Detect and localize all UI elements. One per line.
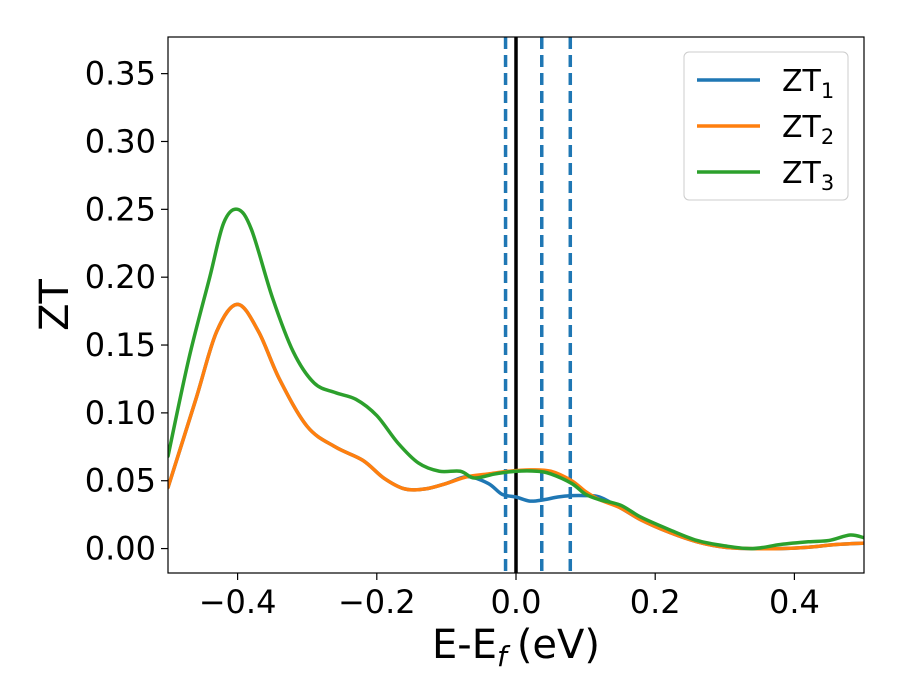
y-tick-label: 0.20 [85, 258, 156, 296]
x-axis-label: E-Ef (eV) [432, 622, 600, 673]
x-tick-label: 0.4 [769, 583, 820, 621]
y-axis-ticks: 0.00 0.05 0.10 0.15 0.20 0.25 0.30 0.35 [85, 55, 168, 568]
x-axis-label-unit: (eV) [517, 622, 600, 668]
x-axis-label-main: E-E [432, 622, 497, 668]
legend-label-zt1: ZT1 [782, 64, 834, 103]
reference-lines [503, 37, 573, 573]
x-tick-label: 0.0 [491, 583, 542, 621]
legend-label-zt3: ZT3 [782, 156, 834, 195]
legend-items: ZT1 ZT2 ZT3 [697, 64, 834, 195]
legend: ZT1 ZT2 ZT3 [683, 51, 849, 201]
series-layer [168, 207, 864, 551]
legend-box [683, 51, 849, 201]
y-tick-label: 0.00 [85, 530, 156, 568]
y-tick-label: 0.25 [85, 190, 156, 228]
x-tick-label: −0.4 [199, 583, 277, 621]
y-tick-label: 0.30 [85, 122, 156, 160]
x-tick-label: −0.2 [338, 583, 416, 621]
x-axis-label-sub: f [497, 640, 511, 673]
y-tick-label: 0.35 [85, 55, 156, 93]
x-tick-label: 0.2 [630, 583, 681, 621]
y-axis-label: ZT [32, 279, 78, 331]
legend-label-zt2: ZT2 [782, 110, 834, 149]
x-axis-ticks: −0.4 −0.2 0.0 0.2 0.4 [199, 573, 820, 621]
y-tick-label: 0.05 [85, 462, 156, 500]
y-tick-label: 0.10 [85, 394, 156, 432]
series-line-zt3 [168, 207, 864, 551]
y-tick-label: 0.15 [85, 326, 156, 364]
